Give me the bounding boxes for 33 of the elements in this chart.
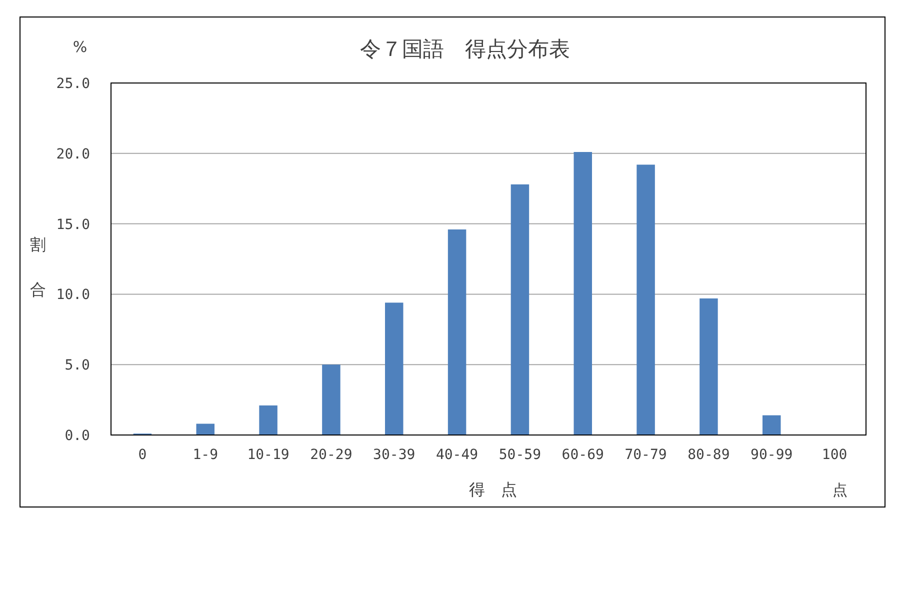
y-tick-label: 10.0: [56, 287, 90, 304]
x-tick-label: 90-99: [750, 447, 793, 463]
x-tick-label: 50-59: [498, 447, 542, 463]
x-axis-title: 得 点: [469, 480, 517, 499]
y-tick-label: 25.0: [56, 76, 90, 92]
bar: [700, 298, 718, 435]
text: 点: [832, 481, 848, 499]
x-tick-label: 30-39: [373, 447, 416, 463]
bar: [448, 229, 466, 435]
y-tick-label: 15.0: [56, 216, 90, 233]
text: %: [72, 38, 88, 56]
bar: [259, 405, 278, 435]
bar: [510, 184, 530, 435]
x-tick-label: 1-9: [192, 447, 218, 463]
x-tick-label: 60-69: [562, 447, 604, 463]
y-tick-label: 0.0: [64, 428, 90, 444]
bar: [196, 424, 214, 435]
y-tick-label: 5.0: [64, 358, 90, 374]
x-tick-label: 80-89: [688, 447, 730, 463]
bar: [762, 415, 781, 435]
x-tick-label: 20-29: [310, 447, 352, 463]
x-tick-label: 0: [138, 447, 147, 463]
x-tick-label: 70-79: [624, 447, 667, 463]
x-tick-label: 10-19: [247, 447, 290, 463]
text: 割合: [30, 235, 46, 299]
bar: [636, 164, 655, 435]
chart-title: 令７国語 得点分布表: [360, 37, 570, 61]
bar: [322, 364, 340, 435]
y-tick-label: 20.0: [56, 146, 90, 162]
bar: [385, 302, 404, 435]
bar: [574, 152, 592, 435]
x-tick-label: 100: [822, 447, 848, 463]
x-tick-label: 40-49: [436, 447, 478, 463]
